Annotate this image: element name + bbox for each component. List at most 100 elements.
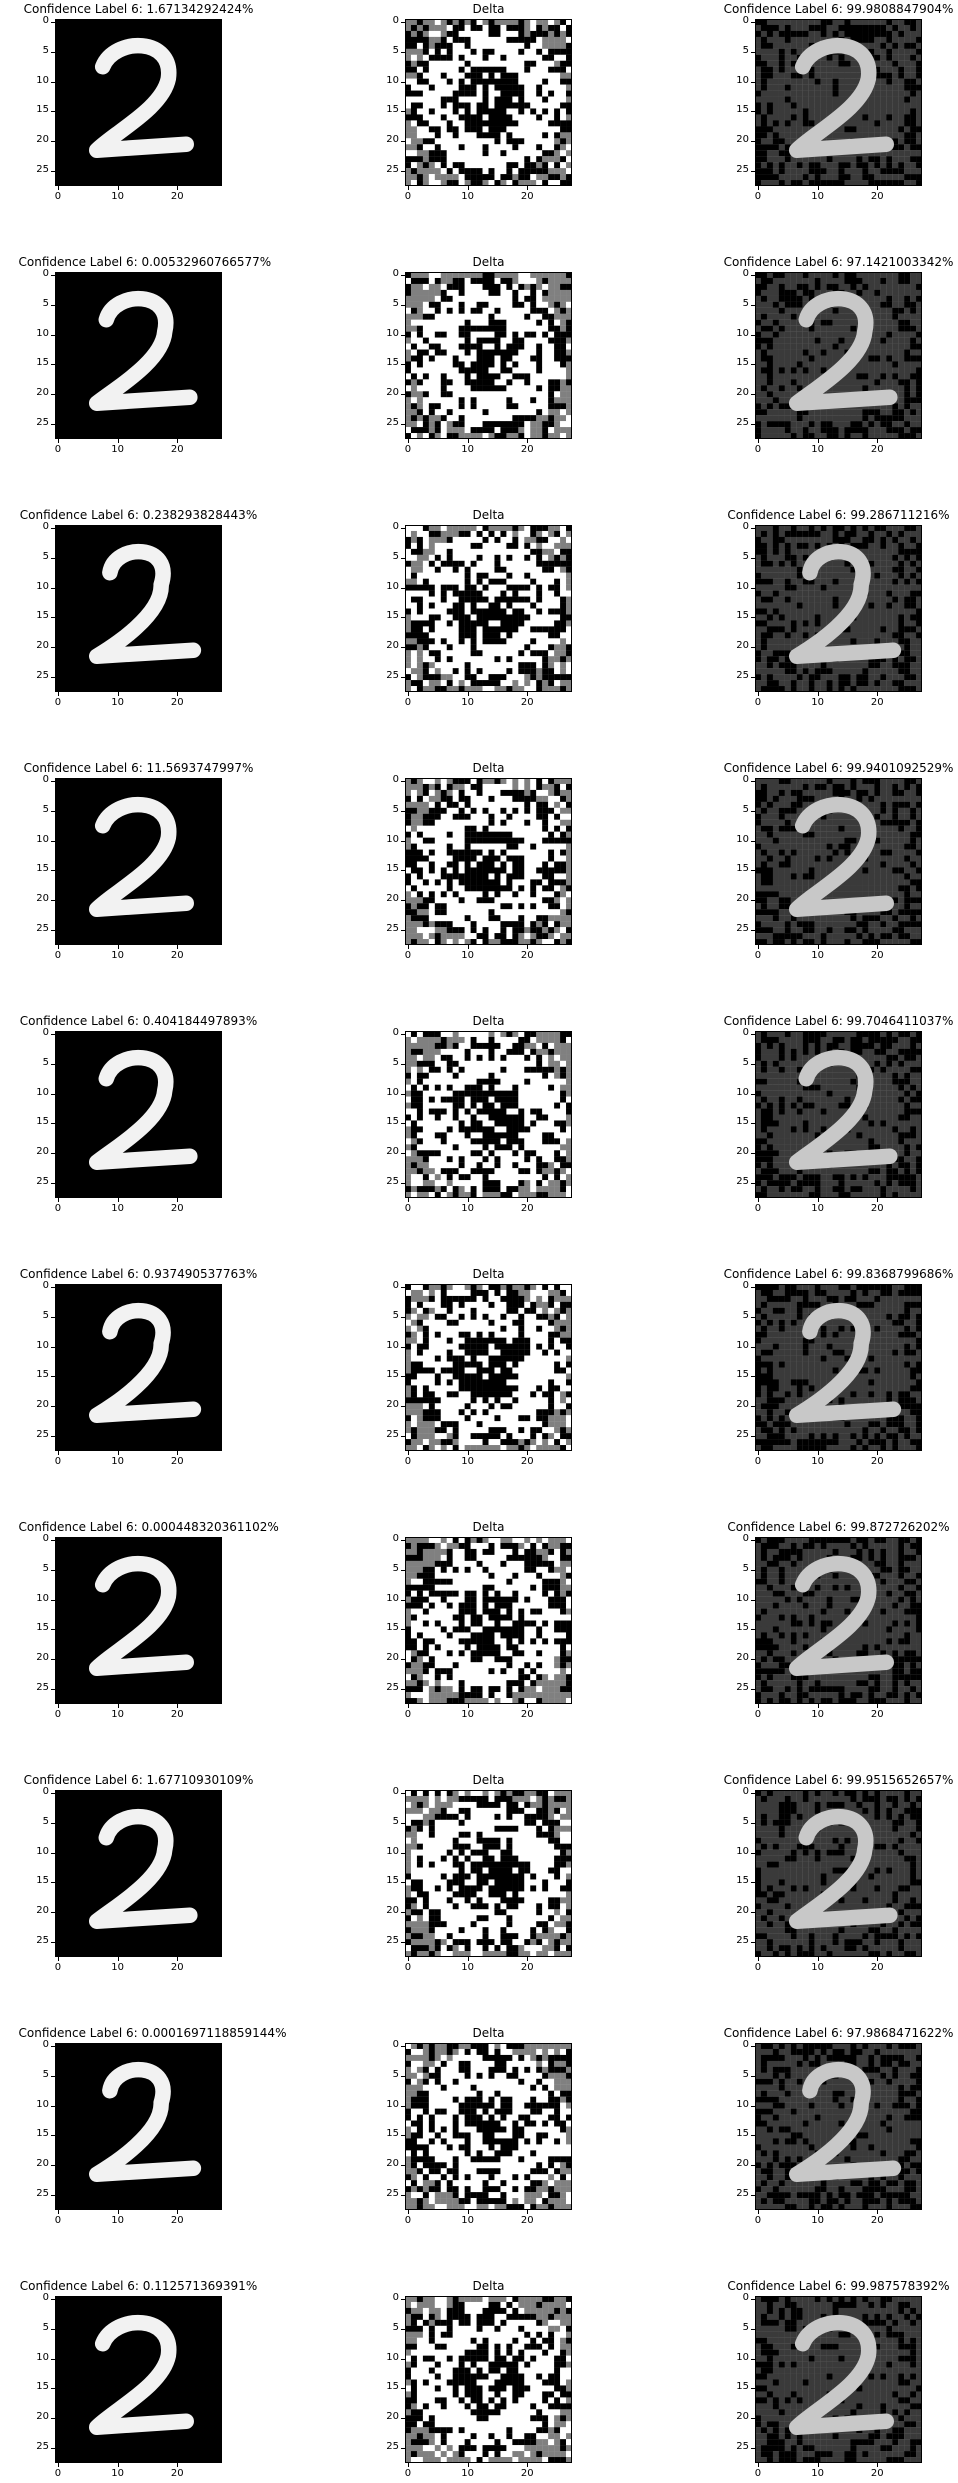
original-ytick-label: 25 — [36, 164, 49, 176]
adversarial-ytick-label: 25 — [736, 1176, 749, 1188]
adversarial-ytick — [751, 141, 755, 143]
original-image-plot: 0 5 10 15 20 25 0 10 20 — [36, 268, 222, 455]
adversarial-ytick — [751, 1822, 755, 1824]
adversarial-xtick — [757, 1957, 759, 1961]
delta-image — [405, 1790, 572, 1957]
original-xtick-label: 10 — [111, 697, 124, 708]
original-xtick-label: 0 — [54, 1709, 62, 1720]
delta-title: Delta — [472, 255, 505, 269]
adversarial-noise — [755, 778, 922, 945]
adversarial-xtick — [877, 1451, 879, 1455]
original-ytick-label: 15 — [36, 1369, 49, 1381]
delta-xtick — [407, 439, 409, 443]
adversarial-ytick — [751, 1406, 755, 1408]
original-xtick-label: 20 — [170, 1203, 184, 1214]
original-ytick-label: 20 — [36, 2158, 49, 2170]
delta-ytick-label: 0 — [392, 1532, 399, 1544]
delta-ytick-label: 5 — [392, 1562, 399, 1574]
adversarial-ytick — [751, 2075, 755, 2077]
delta-ytick-label: 15 — [386, 1116, 399, 1128]
original-ytick — [51, 2418, 55, 2420]
adversarial-xtick-label: 0 — [754, 950, 762, 961]
original-xtick — [57, 1451, 59, 1455]
original-image-plot: 0 5 10 15 20 25 0 10 20 — [36, 2292, 222, 2479]
digit-two-stroke — [88, 2315, 194, 2435]
delta-image-plot: 0 5 10 15 20 25 0 10 20 — [386, 1280, 572, 1467]
adversarial-image — [755, 2043, 922, 2210]
original-ytick-label: 20 — [36, 1146, 49, 1158]
delta-ytick-label: 25 — [386, 1682, 399, 1694]
adversarial-xtick — [817, 2210, 819, 2214]
adversarial-ytick-label: 0 — [742, 1026, 749, 1038]
adversarial-ytick-label: 20 — [736, 134, 749, 146]
delta-ytick — [401, 1376, 405, 1378]
original-ytick — [51, 2358, 55, 2360]
original-image — [55, 19, 222, 186]
delta-ytick — [401, 527, 405, 529]
adversarial-image-plot: 0 5 10 15 20 25 0 10 20 — [736, 1786, 922, 1973]
adversarial-xtick — [877, 1704, 879, 1708]
original-image-plot: 0 5 10 15 20 25 0 10 20 — [36, 2039, 222, 2226]
delta-xtick — [527, 1704, 529, 1708]
adversarial-ytick — [751, 780, 755, 782]
delta-ytick — [401, 1629, 405, 1631]
delta-ytick-label: 20 — [386, 134, 399, 146]
delta-ytick — [401, 1123, 405, 1125]
adversarial-ytick — [751, 304, 755, 306]
adversarial-ytick — [751, 424, 755, 426]
adversarial-ytick-label: 15 — [736, 1622, 749, 1634]
adversarial-ytick — [751, 111, 755, 113]
original-title: Confidence Label 6: 0.238293828443% — [19, 508, 258, 522]
original-title: Confidence Label 6: 0.000448320361102% — [18, 1520, 279, 1534]
adversarial-ytick-label: 0 — [742, 1279, 749, 1291]
adversarial-ytick-label: 15 — [736, 1875, 749, 1887]
adversarial-ytick-label: 0 — [742, 1532, 749, 1544]
adversarial-ytick — [751, 1792, 755, 1794]
adversarial-ytick — [751, 1852, 755, 1854]
adversarial-xtick-label: 0 — [754, 1962, 762, 1973]
original-ytick — [51, 1539, 55, 1541]
delta-ytick-label: 15 — [386, 610, 399, 622]
original-title: Confidence Label 6: 0.404184497893% — [19, 1014, 258, 1028]
delta-ytick — [401, 1882, 405, 1884]
original-image-plot: 0 5 10 15 20 25 0 10 20 — [36, 1786, 222, 1973]
adversarial-xtick-label: 20 — [870, 950, 884, 961]
delta-ytick-label: 20 — [386, 387, 399, 399]
original-ytick-label: 15 — [36, 863, 49, 875]
delta-xtick — [467, 2463, 469, 2467]
original-ytick — [51, 2135, 55, 2137]
delta-xtick-label: 10 — [461, 444, 474, 455]
adversarial-ytick-label: 5 — [742, 2068, 749, 2080]
digit-two-stroke — [788, 1303, 902, 1423]
delta-ytick — [401, 111, 405, 113]
delta-ytick-label: 5 — [392, 2321, 399, 2333]
original-ytick-label: 25 — [36, 923, 49, 935]
adversarial-ytick — [751, 1286, 755, 1288]
original-xtick-label: 20 — [170, 2215, 184, 2226]
adversarial-ytick-label: 5 — [742, 550, 749, 562]
original-xtick — [117, 439, 119, 443]
original-ytick — [51, 1822, 55, 1824]
delta-ytick-label: 15 — [386, 2381, 399, 2393]
original-xtick-label: 10 — [111, 2468, 124, 2479]
adversarial-axes-frame — [755, 2296, 922, 2463]
original-ytick-label: 0 — [42, 2038, 49, 2050]
delta-ytick-label: 10 — [386, 2351, 399, 2363]
delta-xtick-label: 0 — [404, 1709, 412, 1720]
delta-xtick — [407, 692, 409, 696]
adversarial-ytick — [751, 1912, 755, 1914]
adversarial-ytick-label: 15 — [736, 1369, 749, 1381]
delta-ytick — [401, 1792, 405, 1794]
digit-two-stroke — [88, 1050, 198, 1170]
delta-xtick-label: 10 — [461, 950, 474, 961]
original-ytick-label: 20 — [36, 1652, 49, 1664]
original-axes-frame — [55, 1031, 222, 1198]
original-xtick-label: 20 — [170, 950, 184, 961]
delta-ytick — [401, 2045, 405, 2047]
original-xtick — [117, 1957, 119, 1961]
delta-ytick — [401, 394, 405, 396]
adversarial-ytick-label: 25 — [736, 2441, 749, 2453]
original-ytick — [51, 1629, 55, 1631]
adversarial-xtick — [877, 2463, 879, 2467]
original-title: Confidence Label 6: 0.00532960766577% — [18, 255, 272, 269]
